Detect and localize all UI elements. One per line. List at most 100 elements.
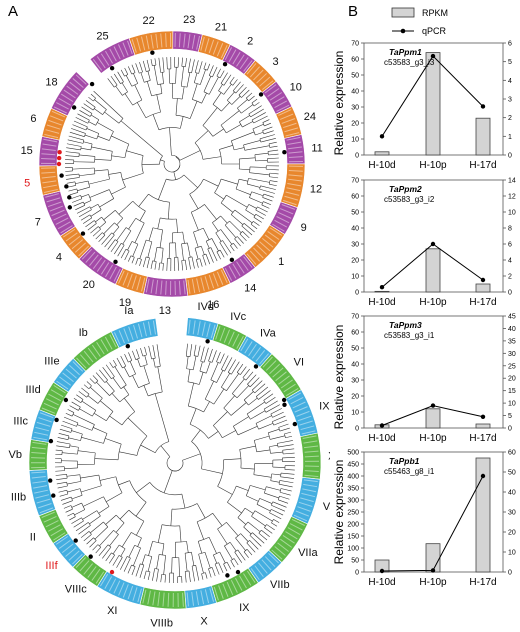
tip-name-text [276,104,290,112]
left-tick-label: 0 [355,153,359,160]
expression-panel: B RPKM qPCR Relative expression Relative… [332,3,516,588]
tip-name-text [56,380,69,390]
legend-rpkm-swatch [391,7,415,18]
tree-branch [220,72,228,84]
tree-branch [128,545,135,558]
tree-branch [232,81,241,91]
tree-branch [145,256,150,259]
tree-branch [175,242,177,258]
tree-branch [187,58,191,73]
gene-marker-dot [71,105,77,110]
right-tick-label: 0 [508,426,512,433]
clade-label: VIIIc [65,584,88,596]
tree-branch [249,197,263,204]
tree-branch [110,151,113,161]
tree-branch [235,188,251,195]
tree-branch [150,260,153,269]
tip-name-text [279,113,294,120]
tree-branch [229,220,242,233]
tree-branch [197,345,201,357]
tip-name-text [53,106,67,114]
tip-name-text [297,415,312,422]
tree-branch [140,444,156,453]
tree-branch [99,476,116,481]
tree-branch [81,106,93,114]
tree-branch [144,80,151,83]
clade-label: 2 [247,36,253,48]
tip-name-text [286,136,301,141]
tree-branch [69,192,78,196]
tree-branch [80,195,83,199]
tree-branch [156,569,159,582]
right-tick-label: 6 [508,242,512,249]
tip-name-text [278,109,292,116]
tree-branch [235,537,246,551]
gene-marker-dot [125,343,130,349]
tree-branch [229,542,237,552]
tip-name-text [281,204,296,210]
right-tick-label: 35 [508,338,516,345]
tree-branch [69,405,79,411]
tip-name-text [282,534,295,544]
tip-name-text [123,328,130,342]
tree-branch [122,230,132,245]
tree-branch [77,424,93,431]
tree-branch [247,374,257,385]
tree-branch [265,404,280,413]
tree-branch [97,122,114,132]
tree-branch [279,480,294,484]
tree-branch [146,59,150,71]
tip-name-text [178,280,181,295]
tree-branch [112,365,117,368]
tree-branch [80,147,91,151]
tree-branch [226,91,235,101]
tree-branch [55,474,67,476]
tree-branch [89,206,92,210]
tree-branch [90,521,104,534]
tree-branch [92,544,99,551]
tree-branch [269,509,272,513]
tip-name-text [186,592,189,607]
tree-branch [245,485,251,496]
tree-branch [199,372,204,385]
tree-branch [193,344,197,356]
left-tick-label: 70 [351,314,359,321]
gene-marker-dot [48,438,54,444]
tree-branch [223,563,228,572]
tip-name-text [232,263,241,277]
tree-branch [255,213,264,220]
tree-branch [221,102,230,112]
tip-name-text [160,280,163,295]
tree-branch [111,155,125,158]
tree-branch [172,231,183,234]
tip-name-text [131,275,137,289]
tree-branch [79,154,95,157]
tip-name-text [96,341,105,355]
tip-name-text [41,171,56,174]
right-tick-label: 20 [508,530,516,537]
tree-branch [146,257,150,269]
tree-branch [129,373,136,378]
clade-label: Va [323,501,330,513]
tree-branch [135,63,140,74]
tip-name-text [35,494,50,499]
tip-name-text [288,156,303,158]
tree-branch [214,178,222,193]
category-label: H-17d [469,433,496,444]
tree-branch [85,100,96,108]
tree-branch [198,554,204,574]
tree-branch [71,412,75,417]
tree-branch [219,149,222,164]
tip-name-text [228,331,235,345]
tip-name-text [43,402,57,410]
tree-branch [243,526,252,535]
tree-branch [112,544,120,555]
tip-name-text [215,326,221,340]
tree-branch [214,563,220,575]
tree-branch [192,355,197,370]
tree-branch [177,257,180,271]
tree-branch [55,449,63,452]
tree-branch [127,417,148,437]
tip-name-text [264,234,277,244]
tree-branch [57,485,68,489]
